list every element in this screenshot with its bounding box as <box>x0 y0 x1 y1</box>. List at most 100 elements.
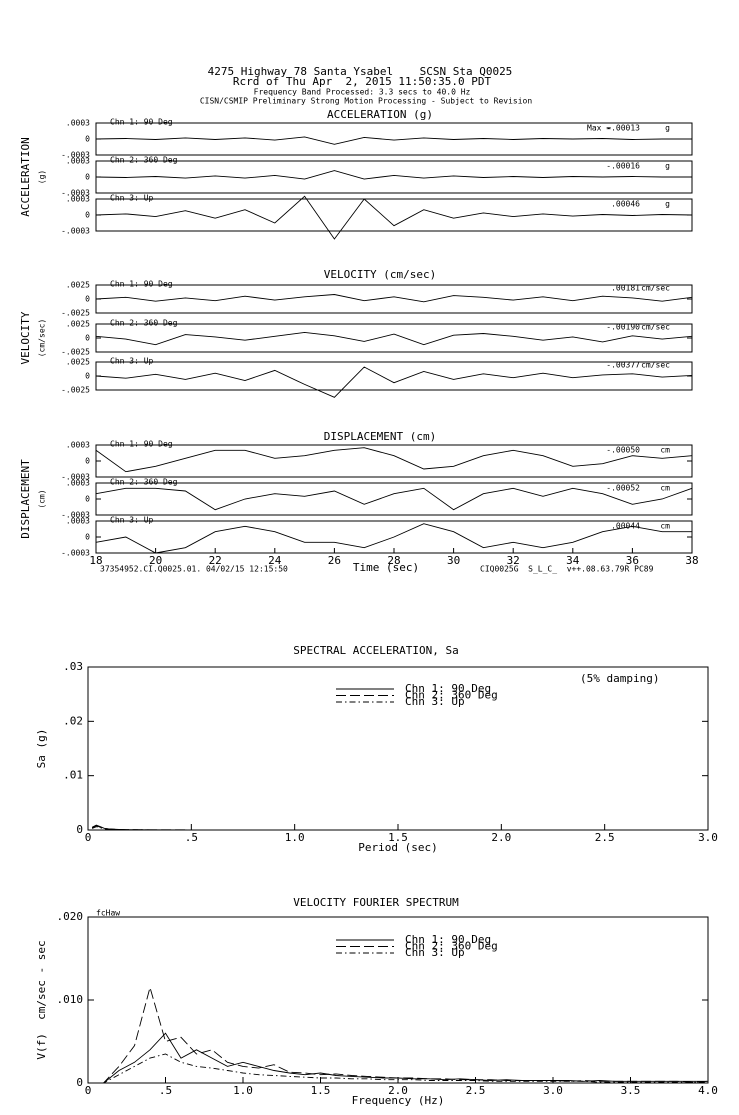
y-tick-label: 0 <box>85 135 90 144</box>
y-tick-label: 0 <box>85 533 90 542</box>
y-tick-label: .020 <box>57 910 84 923</box>
peak-value: -.00190 <box>606 323 640 332</box>
panel-frame <box>95 284 693 314</box>
x-tick-label: 2.0 <box>491 831 511 844</box>
peak-value: -.00016 <box>606 162 640 171</box>
chart-title: VELOCITY FOURIER SPECTRUM <box>293 896 459 909</box>
y-tick-label: .01 <box>63 769 83 782</box>
x-axis-label: Time (sec) <box>353 561 419 574</box>
x-tick-label: 0 <box>85 1084 92 1097</box>
peak-value: -.00013 <box>606 124 640 133</box>
y-tick-label: .0003 <box>66 441 90 450</box>
header-line: 4275 Highway 78 Santa Ysabel SCSN Sta Q0… <box>208 65 513 78</box>
x-tick-label: 20 <box>149 554 162 567</box>
panel-frame <box>95 444 693 478</box>
y-tick-label: -.0003 <box>61 151 90 160</box>
y-tick-label: -.0003 <box>61 189 90 198</box>
y-tick-label: .0025 <box>66 358 90 367</box>
waveform <box>95 366 693 398</box>
x-tick-label: 38 <box>685 554 698 567</box>
y-tick-label: -.0025 <box>61 386 90 395</box>
header-line: Rcrd of Thu Apr 2, 2015 11:50:35.0 PDT <box>233 75 492 88</box>
record-id: 37354952.CI.Q0025.01. 04/02/15 12:15:50 <box>100 565 288 574</box>
x-tick-label: 0 <box>85 831 92 844</box>
y-tick-label: .0003 <box>66 195 90 204</box>
legend-label: Chn 3: Up <box>405 946 465 959</box>
x-tick-label: 1.0 <box>233 1084 253 1097</box>
x-tick-label: 18 <box>89 554 102 567</box>
x-tick-label: 1.5 <box>311 1084 331 1097</box>
channel-name: Chn 2: 360 Deg <box>110 478 178 487</box>
header-line: Frequency Band Processed: 3.3 secs to 40… <box>254 88 471 97</box>
legend-label: Chn 2: 360 Deg <box>405 940 498 953</box>
y-tick-label: -.0025 <box>61 309 90 318</box>
x-tick-label: .5 <box>185 831 198 844</box>
peak-value: -.00050 <box>606 446 640 455</box>
y-tick-label: .0025 <box>66 320 90 329</box>
x-tick-label: 2.5 <box>595 831 615 844</box>
channel-name: Chn 3: Up <box>110 194 154 203</box>
peak-unit: cm/sec <box>641 323 670 332</box>
header-line: CISN/CSMIP Preliminary Strong Motion Pro… <box>200 97 533 106</box>
spectrum-line <box>88 985 709 1084</box>
spectrum-line <box>88 1032 708 1084</box>
waveform <box>95 487 693 511</box>
waveform <box>95 136 692 145</box>
chart-title: SPECTRAL ACCELERATION, Sa <box>293 644 459 657</box>
annotation: (5% damping) <box>580 672 659 685</box>
channel-name: Chn 1: 90 Deg <box>110 118 173 127</box>
legend-label: Chn 2: 360 Deg <box>405 689 498 702</box>
y-tick-label: 0 <box>85 295 90 304</box>
peak-unit: cm/sec <box>641 284 670 293</box>
y-axis-label: DISPLACEMENT <box>19 459 32 539</box>
y-axis-unit: (cm) <box>38 489 47 508</box>
y-tick-label: .0003 <box>66 119 90 128</box>
channel-name: Chn 2: 360 Deg <box>110 319 178 328</box>
peak-unit: cm <box>660 522 670 531</box>
spectrum-line <box>91 824 708 831</box>
peak-value: .00181 <box>611 284 640 293</box>
channel-name: Chn 1: 90 Deg <box>110 280 173 289</box>
x-axis-label: Period (sec) <box>358 841 437 854</box>
peak-value: -.00052 <box>606 484 640 493</box>
y-tick-label: 0 <box>85 495 90 504</box>
x-tick-label: 1.5 <box>388 831 408 844</box>
y-tick-label: .0025 <box>66 281 90 290</box>
waveform <box>95 523 692 554</box>
waveform <box>95 331 693 346</box>
peak-unit: g <box>665 200 670 209</box>
legend-label: Chn 1: 90 Deg <box>405 933 491 946</box>
waveform <box>95 170 692 180</box>
panel-frame <box>95 361 693 391</box>
y-tick-label: .02 <box>63 714 83 727</box>
peak-unit: g <box>665 162 670 171</box>
x-tick-label: 24 <box>268 554 282 567</box>
y-axis-label: V(f) cm/sec - sec <box>35 940 48 1059</box>
panel-frame <box>95 323 693 353</box>
x-tick-label: .5 <box>159 1084 172 1097</box>
plot-frame <box>87 666 709 831</box>
x-tick-label: 3.0 <box>543 1084 563 1097</box>
legend-label: Chn 3: Up <box>405 695 465 708</box>
x-tick-label: 1.0 <box>285 831 305 844</box>
y-tick-label: 0 <box>85 173 90 182</box>
panel-frame <box>95 482 693 516</box>
peak-value: .00044 <box>611 522 640 531</box>
annotation: fcHaw <box>96 909 120 918</box>
peak-prefix: Max = <box>587 124 611 133</box>
x-tick-label: 30 <box>447 554 460 567</box>
y-tick-label: .0003 <box>66 157 90 166</box>
x-tick-label: 2.0 <box>388 1084 408 1097</box>
y-tick-label: .010 <box>57 993 84 1006</box>
channel-name: Chn 2: 360 Deg <box>110 156 178 165</box>
x-tick-label: 34 <box>566 554 580 567</box>
y-axis-label: ACCELERATION <box>19 137 32 216</box>
y-tick-label: -.0025 <box>61 348 90 357</box>
y-tick-label: 0 <box>76 823 83 836</box>
peak-unit: cm/sec <box>641 361 670 370</box>
waveform <box>95 195 693 240</box>
channel-name: Chn 1: 90 Deg <box>110 440 173 449</box>
spectrum-line <box>91 825 708 831</box>
y-tick-label: .0003 <box>66 517 90 526</box>
y-tick-label: -.0003 <box>61 549 90 558</box>
